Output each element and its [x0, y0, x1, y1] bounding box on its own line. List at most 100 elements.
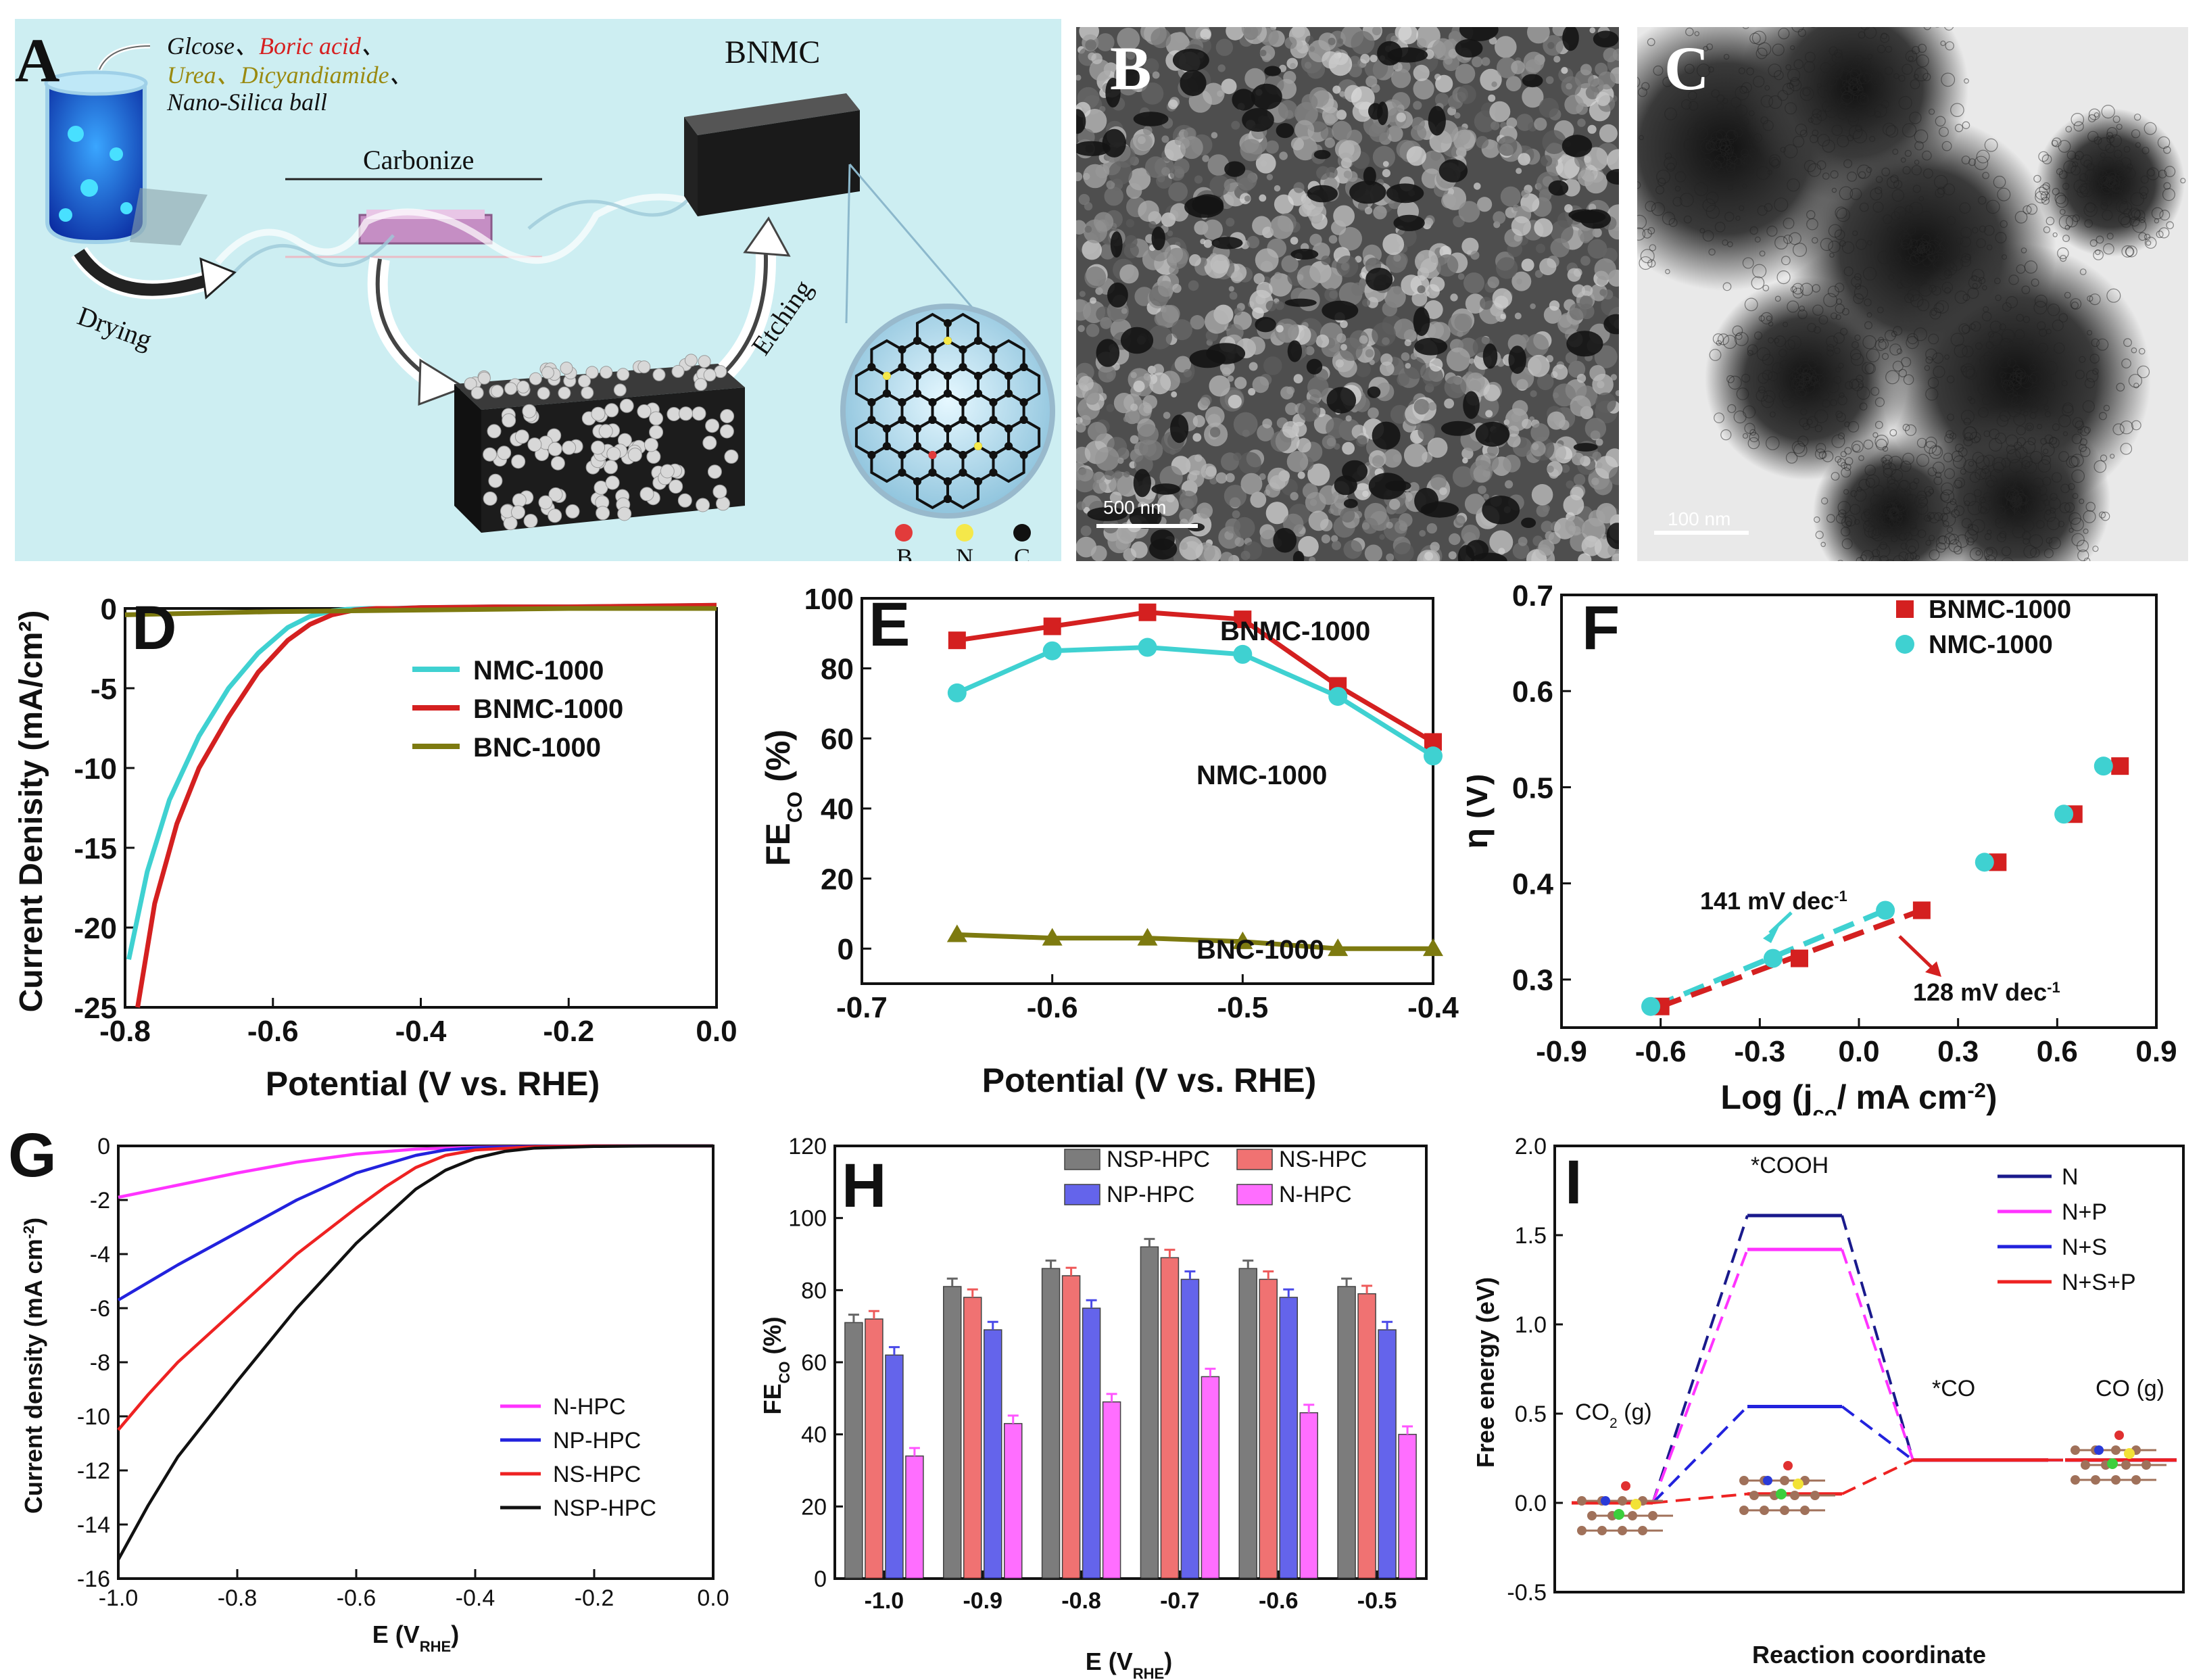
d-xlabel: Potential (V vs. RHE) — [266, 1065, 600, 1103]
sem-image — [1076, 27, 1619, 561]
g-xtick-label: -0.2 — [575, 1585, 614, 1611]
beaker-icon — [44, 70, 148, 245]
f-legend-swatch-bnmc-1000 — [1896, 600, 1914, 618]
f-xtick-label: 0.9 — [2135, 1035, 2177, 1068]
f-panel-letter: F — [1582, 594, 1620, 663]
h-ytick-label: 0 — [814, 1566, 827, 1592]
panel-a-letter: A — [15, 26, 60, 95]
g-xtick-label: 0.0 — [697, 1585, 729, 1611]
d-xtick-label: -0.8 — [99, 1015, 151, 1048]
h-bar-np-hpc — [1180, 1278, 1200, 1579]
f-xtick-label: 0.3 — [1937, 1035, 1979, 1068]
h-ylabel: FECO (%) — [758, 1316, 793, 1414]
e-point-bnc-1000 — [1423, 938, 1443, 957]
h-xtick-label: -0.5 — [1357, 1588, 1397, 1614]
ingredient-urea: Urea、 — [167, 62, 241, 89]
d-ytick-label: 0 — [101, 593, 117, 626]
e-ytick-label: 60 — [821, 723, 854, 756]
f-ytick-label: 0.4 — [1512, 868, 1554, 901]
ingredient-dicyandiamide: Dicyandiamide — [240, 62, 389, 89]
d-legend-nmc-1000: NMC-1000 — [473, 656, 604, 686]
h-bar-n-hpc — [1299, 1412, 1318, 1579]
e-series-nmc-1000 — [956, 644, 1434, 759]
g-series-nsp-hpc — [117, 1144, 713, 1561]
panel-b-letter: B — [1110, 34, 1152, 103]
f-slope-annotation-bnmc: 128 mV dec-1 — [1913, 978, 2060, 1006]
h-bar-nsp-hpc — [1140, 1246, 1159, 1579]
chart-i: -0.5 0.0 0.5 1.0 1.5 2.0 N N+P N+S N+S+P CO2 (g) *C… — [1472, 1134, 2185, 1669]
panel-c: C 100 nm — [1637, 27, 2188, 561]
f-point-nmc-1000 — [2093, 757, 2113, 776]
e-point-nmc-1000 — [1328, 687, 1348, 706]
drying-label: Drying — [74, 300, 156, 355]
i-connector-n-s — [1841, 1405, 1914, 1462]
g-xtick-label: -1.0 — [99, 1585, 139, 1611]
e-point-bnc-1000 — [1328, 938, 1349, 957]
h-legend-swatch-ns-hpc — [1236, 1149, 1273, 1170]
e-ytick-label: 20 — [821, 863, 854, 896]
d-xtick-label: -0.4 — [395, 1015, 447, 1048]
h-legend-swatch-nsp-hpc — [1064, 1149, 1100, 1170]
e-series-bnmc-1000 — [957, 610, 1434, 744]
h-bar-n-hpc — [1201, 1376, 1220, 1579]
i-connector-n — [1651, 1215, 1749, 1504]
f-slope-annotation-nmc: 141 mV dec-1 — [1700, 887, 1847, 915]
carbonize-label: Carbonize — [363, 145, 474, 175]
f-point-bnmc-1000 — [1912, 901, 1931, 919]
h-xtick-label: -0.6 — [1259, 1588, 1299, 1614]
legend-b: B — [896, 544, 913, 561]
h-bar-np-hpc — [1279, 1297, 1298, 1579]
i-molecule-model — [1739, 1461, 1835, 1515]
i-ytick-label: 1.0 — [1515, 1312, 1547, 1338]
h-ytick-label: 60 — [801, 1350, 827, 1376]
i-connector-n-s — [1651, 1406, 1749, 1504]
h-panel-letter: H — [842, 1151, 886, 1220]
f-arrowhead-cyan — [1763, 926, 1779, 943]
g-xtick-label: -0.8 — [218, 1585, 258, 1611]
chart-f: -0.9 -0.6 -0.3 0.0 0.3 0.6 0.9 0.3 0.4 0.5 0.6 0.7 B… — [1467, 579, 2177, 1115]
g-xtick-label: -0.4 — [456, 1585, 495, 1611]
i-state-cooh: *COOH — [1751, 1153, 1829, 1178]
h-legend-np-hpc: NP-HPC — [1107, 1182, 1194, 1207]
g-legend-np-hpc: NP-HPC — [553, 1428, 641, 1454]
i-plot-frame — [1553, 1145, 2185, 1593]
g-ytick-label: -6 — [90, 1296, 110, 1322]
i-ytick-label: -0.5 — [1507, 1580, 1547, 1606]
e-xtick-label: -0.4 — [1407, 991, 1459, 1024]
f-ytick-label: 0.6 — [1512, 675, 1553, 709]
legend-n: N — [956, 544, 973, 561]
scale-bar-c — [1654, 531, 1749, 535]
h-bar-np-hpc — [885, 1354, 904, 1579]
f-legend-swatch-nmc-1000 — [1895, 635, 1914, 654]
h-ytick-label: 20 — [801, 1494, 827, 1520]
e-xtick-label: -0.6 — [1027, 991, 1078, 1024]
f-legend-bnmc-1000: BNMC-1000 — [1929, 596, 2071, 624]
h-bar-np-hpc — [984, 1329, 1002, 1579]
f-xtick-label: -0.6 — [1635, 1035, 1687, 1068]
panel-a-schematic: Glcose、Boric acid、 Urea、Dicyandiamide、 N… — [44, 32, 1055, 571]
h-bar-n-hpc — [905, 1455, 924, 1579]
svg-text:Urea、Dicyandiamide、: Urea、Dicyandiamide、 — [167, 62, 414, 89]
chart-g: -1.0 -0.8 -0.6 -0.4 -0.2 0.0 0 -2 -4 -6 -8 -10 -12 -1… — [8, 1121, 729, 1655]
f-arrowhead-red — [1925, 961, 1941, 977]
e-ylabel: FECO (%) — [759, 729, 806, 866]
g-ytick-label: 0 — [97, 1134, 110, 1159]
e-point-bnmc-1000 — [948, 631, 966, 650]
i-connector-n-s-p — [1652, 1492, 1748, 1504]
i-legend-n-s: N+S — [2062, 1234, 2107, 1260]
e-xlabel: Potential (V vs. RHE) — [982, 1061, 1317, 1099]
h-bar-np-hpc — [1082, 1307, 1101, 1579]
panel-c-letter: C — [1664, 34, 1710, 103]
i-legend-n-p: N+P — [2062, 1199, 2107, 1225]
e-panel-letter: E — [869, 590, 910, 659]
d-panel-letter: D — [132, 594, 176, 663]
g-xtick-label: -0.6 — [337, 1585, 377, 1611]
scale-label-c: 100 nm — [1668, 508, 1731, 529]
d-ylabel: Current Denisity (mA/cm²) — [14, 610, 49, 1013]
d-ytick-label: -25 — [74, 992, 117, 1025]
e-point-nmc-1000 — [947, 683, 967, 702]
scale-bar-b — [1096, 524, 1198, 528]
panel-a: Glcose、Boric acid、 Urea、Dicyandiamide、 N… — [15, 19, 1061, 571]
h-bar-ns-hpc — [1061, 1275, 1081, 1579]
h-bar-nsp-hpc — [1337, 1286, 1356, 1579]
